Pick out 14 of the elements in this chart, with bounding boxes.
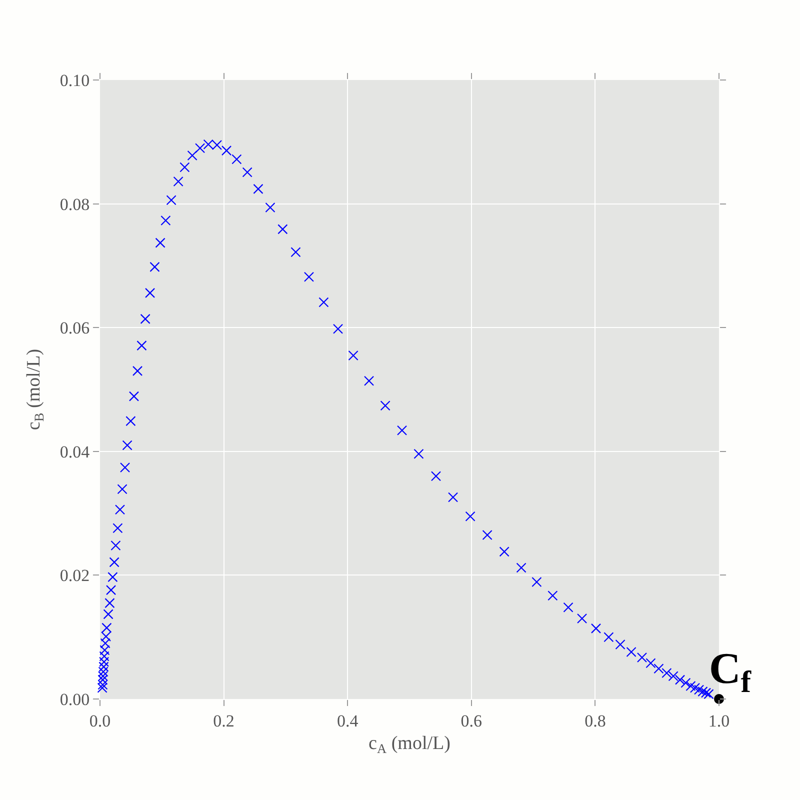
x-tick-label: 0.4 <box>336 711 359 730</box>
y-tick-label: 0.02 <box>60 566 90 586</box>
x-tick-label: 0.2 <box>213 711 234 730</box>
y-tick-label: 0.10 <box>60 70 90 90</box>
y-tick-label: 0.04 <box>60 442 90 462</box>
y-tick-label: 0.00 <box>60 690 90 709</box>
y-tick-label: 0.08 <box>60 194 90 214</box>
x-tick-label: 0.8 <box>584 711 606 730</box>
x-tick-label: 0.0 <box>89 711 111 730</box>
x-tick-label: 0.6 <box>460 711 482 730</box>
x-tick-label: 1.0 <box>708 711 730 730</box>
y-tick-label: 0.06 <box>60 318 90 338</box>
x-axis-title: c$_{A}$ (mol/L) <box>368 733 450 756</box>
annotation: C$_{f}$ <box>709 644 752 700</box>
